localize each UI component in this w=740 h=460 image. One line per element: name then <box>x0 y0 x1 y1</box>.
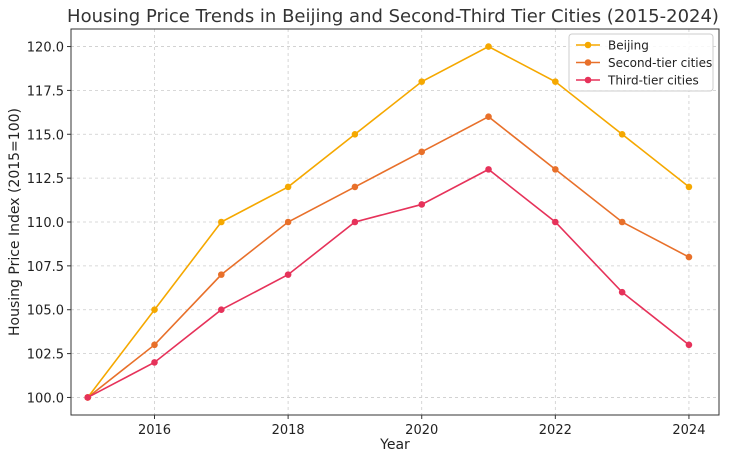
data-point <box>284 183 292 191</box>
y-tick-label: 120.0 <box>27 41 64 56</box>
legend-marker <box>584 41 592 49</box>
legend-label: Second-tier cities <box>608 56 712 70</box>
data-point <box>218 306 225 314</box>
data-point <box>618 218 626 226</box>
data-point <box>284 218 292 226</box>
chart-title: Housing Price Trends in Beijing and Seco… <box>67 6 719 27</box>
data-point <box>151 341 158 349</box>
data-point <box>618 130 626 138</box>
series-line-0 <box>87 45 690 398</box>
data-point <box>685 253 693 261</box>
data-point <box>418 201 426 208</box>
x-tick-label: 2020 <box>405 423 438 438</box>
y-tick-label: 110.0 <box>27 216 64 231</box>
y-tick-label: 115.0 <box>27 128 64 143</box>
data-point <box>84 394 92 401</box>
x-axis-label: Year <box>379 437 410 453</box>
series-line-2 <box>87 168 690 399</box>
data-point <box>485 113 492 121</box>
data-point <box>685 341 693 349</box>
data-point <box>418 148 426 156</box>
legend-marker <box>584 59 592 66</box>
y-tick-label: 105.0 <box>27 304 64 319</box>
data-point <box>151 359 158 366</box>
series-line-1 <box>87 115 690 399</box>
data-point <box>485 43 492 50</box>
legend-label: Beijing <box>608 39 649 53</box>
y-tick-label: 112.5 <box>27 172 64 187</box>
data-point <box>218 218 225 226</box>
data-point <box>618 288 626 296</box>
data-point <box>351 130 359 138</box>
x-tick-label: 2022 <box>539 423 572 438</box>
data-point <box>552 218 559 226</box>
legend-label: Third-tier cities <box>607 74 699 88</box>
data-point <box>151 306 158 314</box>
data-point <box>351 218 359 226</box>
data-point <box>552 166 559 173</box>
data-point <box>552 78 559 85</box>
data-point <box>685 183 693 191</box>
y-tick-label: 100.0 <box>27 391 64 406</box>
y-axis-label: Housing Price Index (2015=100) <box>7 108 23 336</box>
plot-frame <box>70 28 720 416</box>
data-point <box>218 271 225 278</box>
y-tick-label: 102.5 <box>27 348 64 363</box>
legend-box <box>568 33 714 92</box>
data-point <box>351 183 359 191</box>
legend-marker <box>584 76 592 84</box>
y-tick-label: 107.5 <box>27 260 64 275</box>
x-tick-label: 2024 <box>672 423 705 438</box>
data-point <box>485 166 492 173</box>
x-tick-label: 2018 <box>272 423 305 438</box>
data-point <box>284 271 292 278</box>
x-tick-label: 2016 <box>138 423 171 438</box>
y-tick-label: 117.5 <box>27 84 64 99</box>
data-point <box>418 78 426 85</box>
